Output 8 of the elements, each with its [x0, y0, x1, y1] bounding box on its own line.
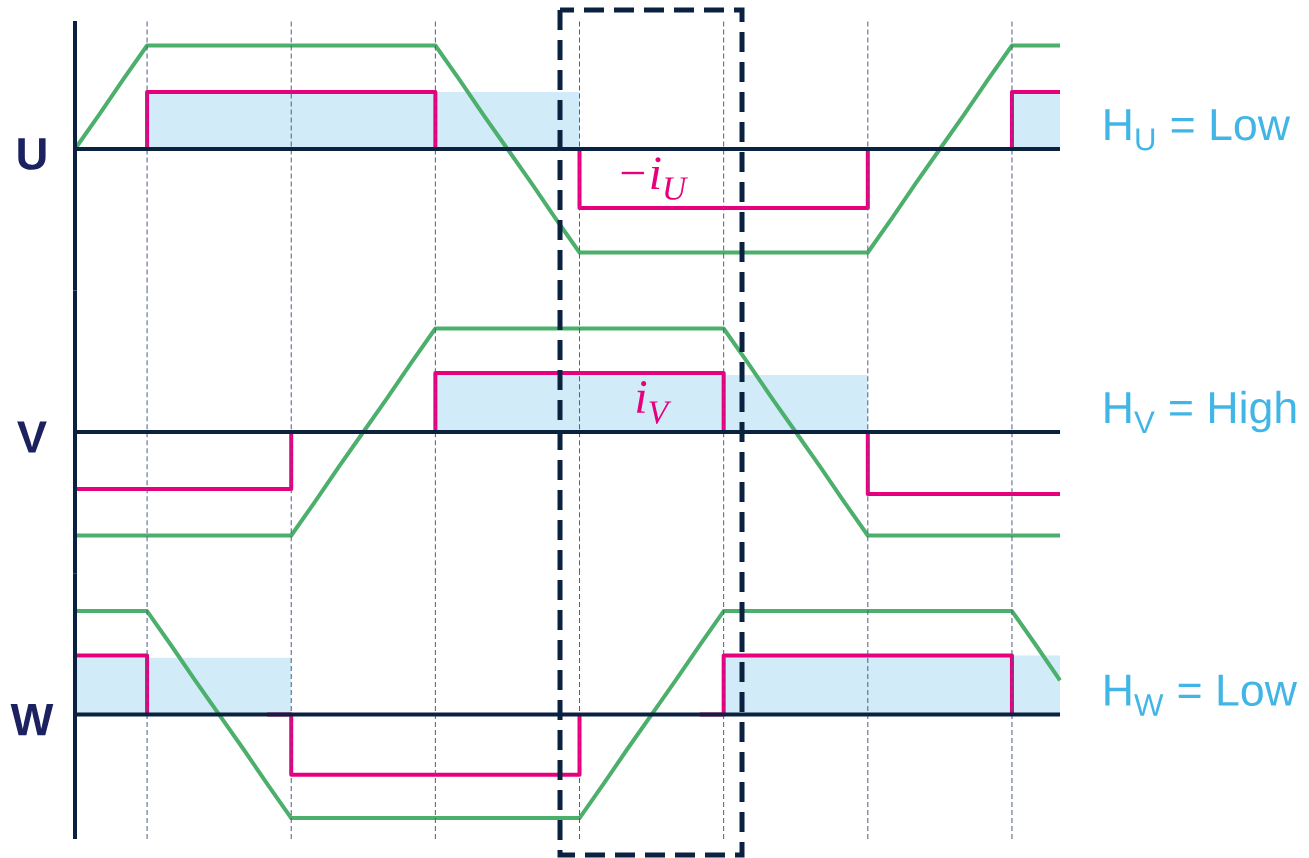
y-axis-title: U	[18, 138, 46, 170]
series-label: −i$_{U}$	[621, 157, 689, 200]
text: H$_{U}$ = Low	[1105, 109, 1291, 151]
y-axis-title: V	[17, 421, 47, 453]
text: H$_{W}$ = Low	[1105, 674, 1298, 716]
y-axis-title: W	[10, 703, 54, 736]
text: H$_{V}$ = High	[1105, 390, 1296, 434]
series-label: i$_{V}$	[637, 381, 672, 424]
